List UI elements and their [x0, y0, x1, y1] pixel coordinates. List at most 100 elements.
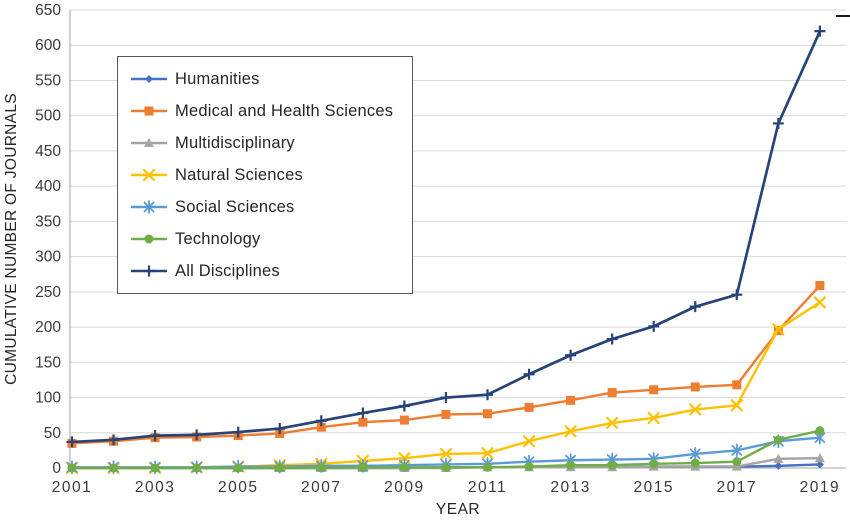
data-point-marker-x — [772, 323, 785, 336]
legend-label: Humanities — [175, 69, 260, 88]
legend-marker-asterisk-icon — [131, 200, 167, 214]
data-point-marker-square — [649, 385, 659, 395]
series-all-disciplines — [66, 25, 826, 448]
data-point-marker-diamond — [145, 75, 153, 83]
data-point-marker-x — [606, 416, 619, 430]
legend-item-natural-sciences: Natural Sciences — [130, 160, 412, 190]
legend-label: Multidisciplinary — [175, 133, 295, 152]
data-point-marker-square — [483, 409, 492, 419]
data-point-marker-plus — [523, 368, 535, 380]
legend-item-social-sciences: Social Sciences — [130, 192, 412, 222]
data-point-marker-circle — [773, 435, 783, 445]
x-axis-tick-label: 2003 — [135, 479, 175, 496]
legend-label: Social Sciences — [175, 197, 295, 216]
data-point-marker-circle — [150, 463, 160, 473]
data-point-marker-x — [689, 403, 702, 416]
legend-label: All Disciplines — [175, 261, 280, 280]
data-point-marker-plus — [232, 426, 244, 438]
legend-marker-triangle-icon — [131, 138, 167, 147]
data-point-marker-circle — [275, 463, 285, 473]
legend-marker-diamond-icon — [131, 75, 167, 83]
y-axis-tick-label: 600 — [35, 37, 61, 54]
legend-label: Medical and Health Sciences — [175, 101, 394, 120]
y-axis-tick-label: 150 — [35, 354, 61, 371]
y-axis-tick-label: 350 — [35, 213, 61, 230]
data-point-marker-x — [564, 425, 577, 438]
data-point-marker-x — [647, 411, 660, 425]
legend-item-all-disciplines: All Disciplines — [130, 256, 412, 286]
data-point-marker-plus — [143, 265, 155, 277]
data-point-marker-square — [732, 380, 742, 390]
data-point-marker-square — [607, 388, 617, 398]
data-point-marker-circle — [690, 458, 700, 468]
data-point-marker-square — [144, 106, 154, 116]
y-axis-tick-label: 400 — [35, 178, 61, 195]
data-point-marker-circle — [483, 462, 492, 472]
data-point-marker-square — [316, 422, 326, 432]
y-axis-tick-label: 300 — [35, 249, 61, 266]
data-point-marker-plus — [648, 320, 660, 332]
legend-item-humanities: Humanities — [130, 64, 412, 94]
data-point-marker-circle — [649, 459, 659, 469]
data-point-marker-plus — [66, 436, 78, 448]
y-axis-tick-label: 650 — [35, 2, 61, 19]
data-point-marker-plus — [191, 429, 203, 441]
legend-marker-plus-icon — [131, 265, 167, 277]
data-point-marker-plus — [149, 430, 161, 442]
legend-marker-square-icon — [131, 106, 167, 116]
data-point-marker-plus — [440, 392, 452, 404]
y-axis-tick-label: 500 — [35, 108, 61, 125]
y-axis-tick-label: 100 — [35, 390, 61, 407]
data-point-marker-plus — [689, 301, 701, 313]
legend-label: Natural Sciences — [175, 165, 303, 184]
data-point-marker-asterisk — [143, 200, 155, 214]
legend-marker-x-icon — [131, 168, 167, 182]
data-point-marker-square — [358, 417, 368, 427]
legend-marker-circle-icon — [131, 234, 167, 244]
data-point-marker-asterisk — [731, 443, 743, 458]
legend-item-technology: Technology — [130, 224, 412, 254]
series-line-medical-and-health-sciences — [71, 284, 821, 445]
data-point-marker-plus — [357, 407, 369, 419]
y-axis-tick-label: 450 — [35, 143, 61, 160]
data-point-marker-circle — [732, 457, 742, 467]
data-point-marker-circle — [233, 463, 243, 473]
data-point-marker-square — [690, 382, 700, 392]
x-axis-tick-label: 2017 — [717, 479, 757, 496]
x-axis-tick-label: 2015 — [633, 479, 673, 496]
data-point-marker-circle — [192, 463, 202, 473]
series-technology — [67, 426, 825, 473]
data-point-marker-plus — [315, 415, 327, 427]
x-axis-tick-label: 2011 — [468, 479, 507, 496]
data-point-marker-circle — [109, 463, 119, 473]
data-point-marker-x — [522, 435, 536, 448]
x-axis-title: YEAR — [436, 501, 480, 518]
data-point-marker-plus — [108, 434, 120, 446]
data-point-marker-plus — [814, 25, 826, 37]
y-axis-tick-label: 50 — [44, 425, 62, 442]
y-axis-tick-label: 550 — [35, 72, 61, 89]
x-axis-tick-label: 2007 — [301, 479, 341, 496]
x-axis-tick-label: 2005 — [218, 479, 258, 496]
data-point-marker-plus — [731, 289, 743, 301]
data-point-marker-circle — [358, 462, 368, 472]
series-medical-and-health-sciences — [67, 281, 825, 448]
data-point-marker-x — [481, 447, 494, 460]
legend: Humanities Medical and Health Sciences Mul… — [117, 56, 413, 294]
data-point-marker-circle — [607, 460, 617, 470]
data-point-marker-square — [815, 281, 825, 291]
data-point-marker-diamond — [774, 461, 783, 470]
data-point-marker-circle — [566, 460, 576, 470]
data-point-marker-square — [399, 415, 409, 425]
data-point-marker-plus — [565, 349, 577, 361]
x-axis-tick-label: 2001 — [52, 479, 92, 496]
legend-item-multidisciplinary: Multidisciplinary — [130, 128, 412, 158]
data-point-marker-x — [439, 447, 453, 461]
data-point-marker-square — [441, 409, 451, 419]
y-axis-tick-label: 250 — [35, 284, 61, 301]
x-axis-tick-label: 2009 — [384, 479, 424, 496]
data-point-marker-circle — [815, 426, 825, 436]
y-axis-title: CUMULATIVE NUMBER OF JOURNALS — [3, 93, 20, 385]
y-axis-tick-label: 0 — [52, 460, 61, 477]
